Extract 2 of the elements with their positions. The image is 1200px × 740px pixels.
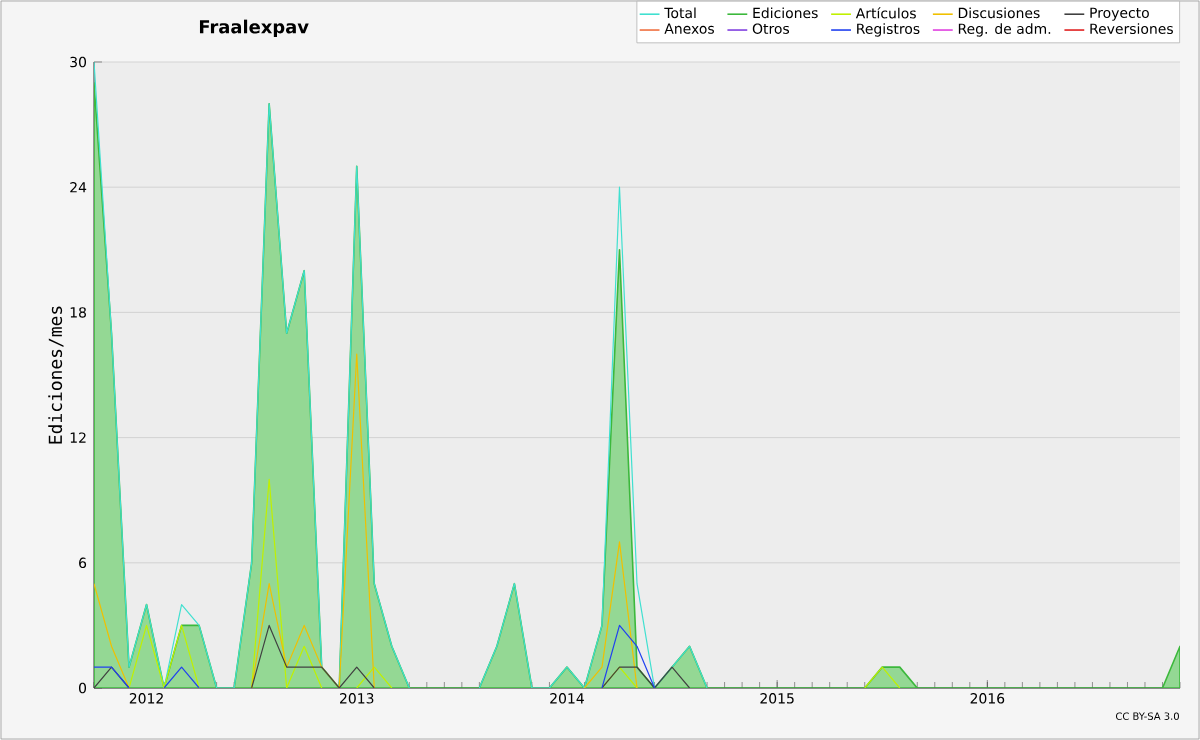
y-axis-title: Ediciones/mes	[48, 306, 64, 444]
chart-title: Fraalexpav	[199, 19, 309, 37]
